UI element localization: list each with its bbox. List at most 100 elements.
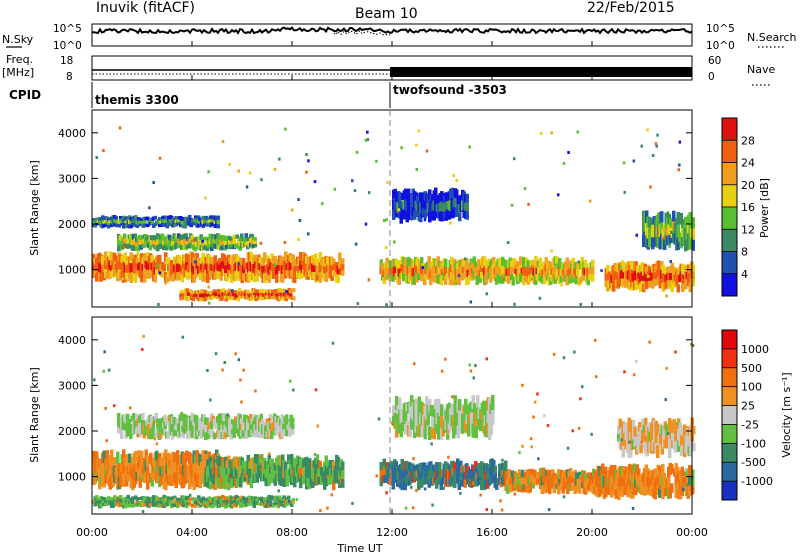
power-cell	[661, 264, 665, 274]
velocity-cell	[207, 503, 211, 508]
velocity-cell	[102, 450, 106, 463]
velocity-scatter-cell	[423, 487, 427, 491]
power-cell	[181, 289, 185, 294]
power-cell	[415, 257, 419, 266]
velocity-cell	[282, 495, 286, 500]
power-cell	[165, 245, 169, 251]
velocity-cell	[662, 473, 666, 483]
velocity-cell	[439, 479, 443, 491]
power-cell	[571, 257, 575, 267]
power-cell	[211, 291, 215, 294]
power-scatter-cell	[121, 279, 125, 283]
velocity-scatter-cell	[103, 350, 106, 354]
velocity-cell	[398, 397, 402, 410]
power-cell	[393, 188, 397, 198]
velocity-cell	[638, 422, 642, 432]
velocity-cell	[426, 414, 430, 426]
power-cell	[657, 260, 661, 269]
power-cell	[613, 262, 617, 272]
velocity-cell	[152, 472, 156, 481]
velocity-scatter-cell	[521, 444, 524, 448]
power-cell	[451, 277, 455, 286]
velocity-cell	[456, 458, 460, 467]
power-scatter-cell	[649, 185, 652, 189]
velocity-cell	[635, 482, 639, 493]
power-cell	[276, 264, 280, 271]
velocity-cell	[682, 477, 686, 485]
velocity-cell	[284, 461, 288, 470]
power-cell	[621, 260, 625, 270]
power-cell	[239, 295, 243, 299]
power-cell	[238, 246, 242, 251]
power-cell	[292, 296, 296, 301]
power-scatter-cell	[231, 289, 234, 293]
velocity-cell	[129, 423, 133, 432]
velocity-cell	[173, 452, 177, 463]
velocity-scatter-cell	[530, 445, 533, 449]
velocity-cell	[689, 445, 693, 456]
velocity-cell	[230, 478, 234, 488]
velocity-cell	[644, 417, 648, 430]
velocity-cell	[670, 464, 674, 474]
power-cell	[261, 266, 265, 275]
power-cell	[198, 272, 202, 280]
velocity-cell	[379, 462, 383, 471]
velocity-cell	[249, 421, 253, 430]
power-cell	[648, 237, 652, 248]
cpid-row: CPID themis 3300 twofsound -3503	[9, 82, 507, 108]
velocity-cell	[243, 500, 247, 504]
velocity-cell	[170, 496, 174, 501]
power-scatter-cell	[468, 145, 471, 149]
velocity-cell	[125, 454, 129, 465]
power-cell	[243, 262, 247, 270]
velocity-scatter-cell	[485, 508, 488, 512]
velocity-cell	[150, 476, 154, 487]
velocity-colorbar-tick-label: -100	[741, 437, 766, 450]
velocity-cell	[156, 500, 160, 505]
power-region	[604, 260, 695, 293]
power-cell	[465, 211, 469, 220]
velocity-scatter-cell	[447, 455, 450, 459]
velocity-scatter-cell	[148, 500, 152, 504]
power-scatter-cell	[290, 208, 294, 212]
power-cell	[146, 223, 150, 228]
velocity-cell	[384, 474, 388, 483]
power-cell	[519, 273, 523, 283]
velocity-cell	[131, 503, 135, 508]
power-cell	[92, 218, 96, 222]
velocity-cell	[414, 398, 418, 411]
power-scatter-cell	[263, 256, 266, 260]
velocity-scatter-cell	[410, 485, 413, 489]
power-cell	[669, 234, 673, 244]
velocity-colorbar-tick-label: 25	[741, 400, 755, 413]
power-cell	[250, 296, 254, 301]
power-cell	[651, 237, 655, 250]
velocity-scatter-cell	[292, 388, 295, 392]
power-cell	[640, 262, 644, 272]
velocity-cell	[135, 413, 139, 421]
power-cell	[227, 288, 231, 293]
nave-tick-top: 60	[708, 55, 721, 67]
power-cell	[407, 209, 411, 220]
velocity-cell	[126, 494, 130, 500]
power-cell	[267, 274, 271, 283]
power-cell	[576, 269, 580, 276]
velocity-cell	[265, 418, 269, 425]
velocity-cell	[399, 409, 403, 424]
velocity-cell	[446, 427, 450, 440]
power-cell	[221, 288, 225, 292]
power-cell	[117, 260, 121, 270]
velocity-cell	[332, 480, 336, 491]
power-cell	[153, 222, 157, 227]
power-cell	[117, 223, 121, 228]
velocity-cell	[393, 412, 397, 421]
velocity-cell	[279, 503, 283, 507]
velocity-cell	[617, 426, 621, 434]
power-cell	[675, 278, 679, 286]
power-cell	[232, 234, 236, 240]
power-scatter-cell	[201, 239, 204, 243]
y-tick-label: 1000	[58, 264, 86, 277]
power-cell	[691, 217, 695, 229]
power-scatter-cell	[273, 263, 277, 267]
velocity-cell	[291, 498, 295, 501]
